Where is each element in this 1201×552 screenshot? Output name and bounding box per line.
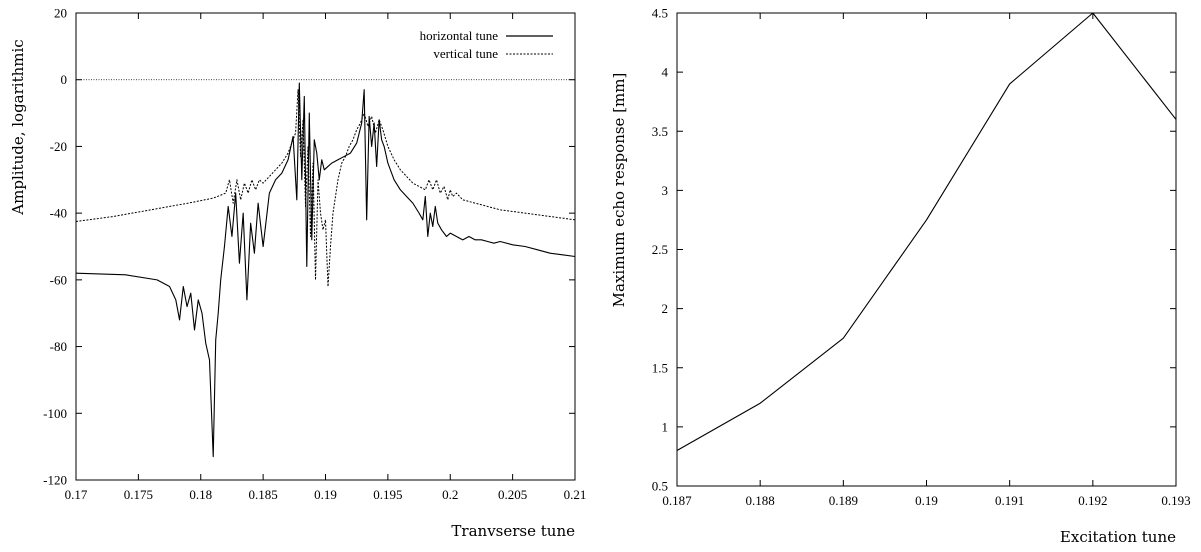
x-tick-label: 0.19 bbox=[915, 493, 938, 508]
left-plot-frame bbox=[75, 12, 576, 481]
x-tick-label: 0.193 bbox=[1161, 493, 1190, 508]
y-tick-label: 2.5 bbox=[652, 242, 668, 257]
y-tick-label: 3 bbox=[662, 183, 669, 198]
echo-response-chart: 0.187 0.188 0.189 0.19 0.191 0.192 0.193 0.5 1 1.… bbox=[610, 6, 1191, 547]
y-tick-label: 20 bbox=[54, 6, 67, 21]
x-tick-label: 0.2 bbox=[442, 487, 458, 502]
y-tick-label: 1.5 bbox=[652, 360, 668, 375]
series-line-horizontal-tune bbox=[75, 82, 576, 458]
y-tick-label: -120 bbox=[43, 473, 67, 488]
x-tick-label: 0.195 bbox=[373, 487, 402, 502]
y-tick-label: -100 bbox=[43, 406, 67, 421]
x-tick-label: 0.188 bbox=[746, 493, 775, 508]
x-tick-label: 0.205 bbox=[498, 487, 527, 502]
y-tick-label: -80 bbox=[50, 339, 67, 354]
x-tick-label: 0.19 bbox=[314, 487, 337, 502]
y-tick-label: 0.5 bbox=[652, 479, 668, 494]
series-line-vertical-tune bbox=[75, 89, 576, 288]
x-tick-label: 0.191 bbox=[995, 493, 1024, 508]
x-tick-label: 0.17 bbox=[65, 487, 88, 502]
x-tick-label: 0.192 bbox=[1078, 493, 1107, 508]
y-tick-label: -40 bbox=[50, 206, 67, 221]
right-plot-frame bbox=[676, 12, 1177, 487]
x-tick-label: 0.175 bbox=[124, 487, 153, 502]
legend-label-horizontal-tune: horizontal tune bbox=[420, 28, 499, 43]
right-x-axis-label: Excitation tune bbox=[1060, 528, 1176, 546]
left-y-axis-label: Amplitude, logarithmic bbox=[9, 39, 27, 215]
y-tick-label: 4 bbox=[662, 65, 669, 80]
x-tick-label: 0.189 bbox=[829, 493, 858, 508]
x-tick-label: 0.187 bbox=[662, 493, 692, 508]
amplitude-chart: 0.17 0.175 0.18 0.185 0.19 0.195 0.2 0.205 0.21 -… bbox=[9, 6, 586, 541]
y-tick-label: -60 bbox=[50, 272, 67, 287]
x-tick-label: 0.18 bbox=[189, 487, 212, 502]
y-tick-label: 0 bbox=[61, 72, 68, 87]
y-tick-label: 4.5 bbox=[652, 6, 668, 21]
y-tick-label: -20 bbox=[50, 139, 67, 154]
x-tick-label: 0.185 bbox=[249, 487, 278, 502]
legend-label-vertical-tune: vertical tune bbox=[433, 46, 498, 61]
right-y-axis-label: Maximum echo response [mm] bbox=[610, 73, 628, 308]
left-x-axis-label: Tranvserse tune bbox=[451, 522, 575, 540]
left-legend: horizontal tune vertical tune bbox=[420, 28, 553, 61]
x-tick-label: 0.21 bbox=[564, 487, 587, 502]
y-tick-label: 2 bbox=[662, 301, 669, 316]
y-tick-label: 1 bbox=[662, 419, 669, 434]
y-tick-label: 3.5 bbox=[652, 124, 668, 139]
series-line-chart1-series0 bbox=[676, 12, 1177, 451]
